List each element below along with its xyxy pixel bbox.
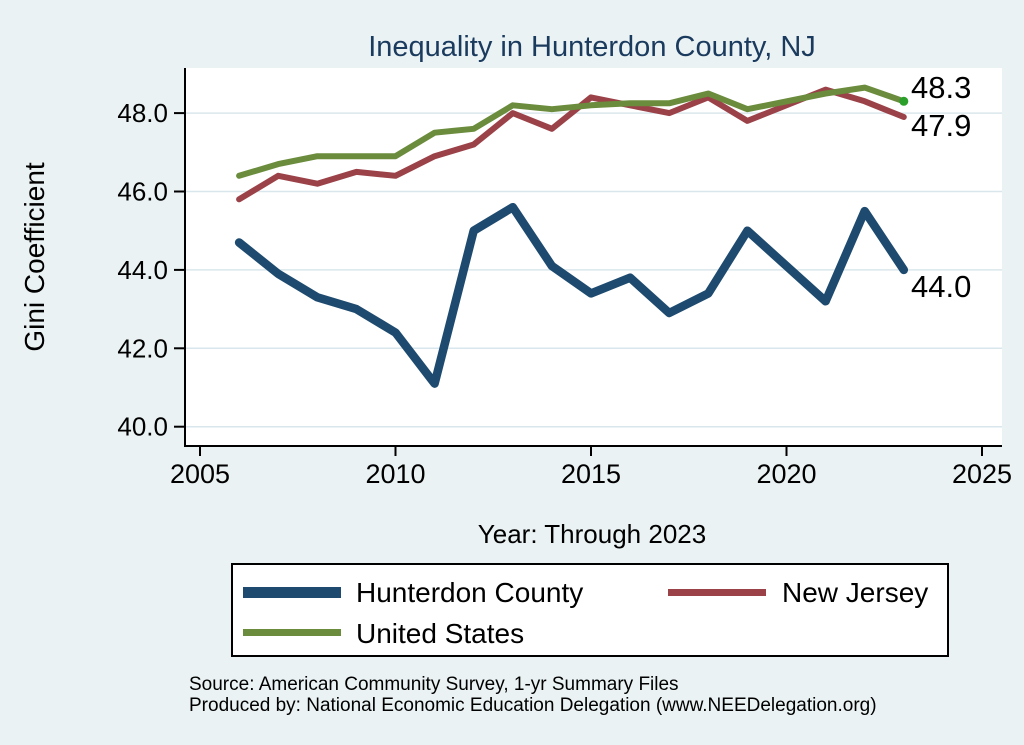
end-marker-united-states xyxy=(899,96,909,106)
x-tick-label: 2015 xyxy=(561,459,621,489)
y-tick-label: 42.0 xyxy=(117,333,168,363)
end-label-hunterdon-county: 44.0 xyxy=(911,269,971,304)
series-lines xyxy=(234,84,909,388)
legend-label-new-jersey: New Jersey xyxy=(782,577,928,608)
legend-label-hunterdon-county: Hunterdon County xyxy=(356,577,583,608)
footer-notes: Source: American Community Survey, 1-yr … xyxy=(189,674,877,716)
plot-area xyxy=(185,68,1002,446)
legend-box xyxy=(231,563,949,657)
x-tick-label: 2005 xyxy=(170,459,230,489)
end-label-united-states: 48.3 xyxy=(911,70,971,105)
x-tick-marks xyxy=(199,446,983,456)
y-tick-label: 46.0 xyxy=(117,177,168,207)
x-axis-title: Year: Through 2023 xyxy=(478,519,706,549)
x-tick-label: 2020 xyxy=(756,459,816,489)
legend-swatch-new-jersey xyxy=(668,589,766,596)
end-label-new-jersey: 47.9 xyxy=(911,108,971,143)
x-tick-label: 2010 xyxy=(365,459,425,489)
legend: Hunterdon County New Jersey United State… xyxy=(231,563,949,657)
y-tick-label: 44.0 xyxy=(117,255,168,285)
source-note: Source: American Community Survey, 1-yr … xyxy=(189,674,679,695)
x-tick-labels: 2005 2010 2015 2020 2025 xyxy=(170,459,1012,489)
chart-title: Inequality in Hunterdon County, NJ xyxy=(368,31,816,63)
y-tick-marks xyxy=(174,112,185,428)
y-tick-labels: 40.0 42.0 44.0 46.0 48.0 xyxy=(117,98,168,442)
legend-swatch-hunterdon-county xyxy=(243,587,341,598)
x-tick-label: 2025 xyxy=(952,459,1012,489)
legend-swatch-united-states xyxy=(243,629,341,636)
series-line-new-jersey xyxy=(236,86,907,203)
y-tick-label: 40.0 xyxy=(117,412,168,442)
y-axis-title: Gini Coefficient xyxy=(19,162,50,352)
y-tick-label: 48.0 xyxy=(117,98,168,128)
end-value-labels: 48.3 47.9 44.0 xyxy=(911,70,971,304)
series-line-united-states xyxy=(236,84,907,179)
produced-by-note: Produced by: National Economic Education… xyxy=(189,695,877,716)
gridlines xyxy=(185,112,1002,428)
legend-label-united-states: United States xyxy=(356,618,524,649)
series-line-hunterdon-county xyxy=(234,202,909,388)
